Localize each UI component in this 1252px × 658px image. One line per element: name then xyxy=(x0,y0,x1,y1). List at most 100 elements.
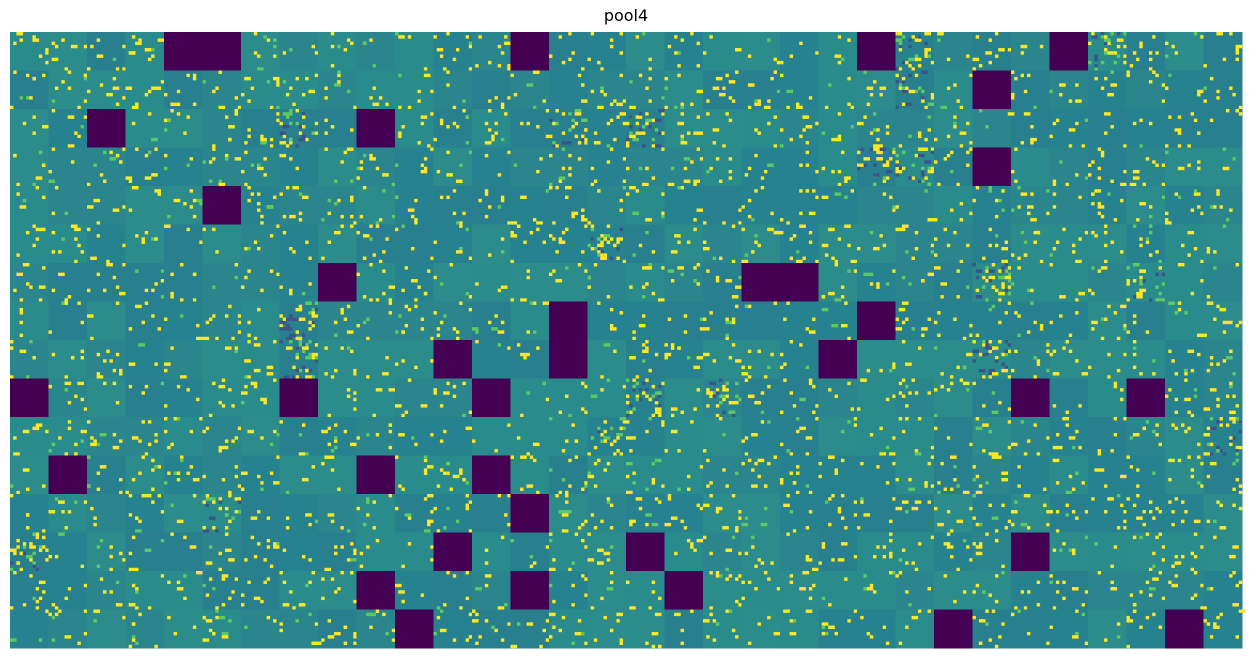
channel-tile xyxy=(664,378,704,418)
activation-pixel xyxy=(728,400,736,405)
activation-pixel xyxy=(301,423,306,427)
activation-pixel xyxy=(398,105,402,110)
activation-pixel xyxy=(115,603,120,607)
channel-background xyxy=(395,455,434,495)
activation-pixel xyxy=(731,535,736,540)
channel-background xyxy=(857,609,896,649)
activation-pixel xyxy=(549,583,553,588)
channel-background xyxy=(1088,532,1127,572)
channel-background xyxy=(202,263,242,302)
activation-pixel xyxy=(654,128,659,132)
activation-pixel xyxy=(664,105,668,110)
activation-pixel xyxy=(1097,202,1102,206)
channel-background xyxy=(818,455,858,495)
activation-pixel xyxy=(763,484,768,488)
channel-tile xyxy=(279,340,319,379)
activation-pixel xyxy=(48,330,52,334)
channel-tile xyxy=(356,147,396,187)
activation-pixel xyxy=(257,163,261,167)
activation-pixel xyxy=(260,221,264,225)
activation-pixel xyxy=(1001,266,1005,270)
activation-pixel xyxy=(975,186,980,190)
activation-pixel xyxy=(260,134,264,139)
channel-tile xyxy=(626,494,665,533)
activation-pixel xyxy=(722,397,726,402)
activation-pixel xyxy=(1007,375,1012,379)
activation-pixel xyxy=(651,644,656,649)
channel-background xyxy=(664,455,704,495)
activation-pixel xyxy=(1235,445,1243,450)
activation-pixel xyxy=(462,477,466,482)
activation-pixel xyxy=(523,240,527,244)
channel-tile xyxy=(48,571,88,610)
activation-pixel xyxy=(956,269,960,273)
activation-pixel xyxy=(863,70,867,74)
activation-pixel xyxy=(584,641,588,645)
activation-pixel xyxy=(1142,279,1146,283)
activation-pixel xyxy=(1113,417,1118,421)
activation-pixel xyxy=(1113,311,1118,315)
activation-pixel xyxy=(558,240,566,244)
activation-pixel xyxy=(972,465,976,469)
channel-background xyxy=(10,109,49,148)
activation-pixel xyxy=(362,186,367,190)
activation-pixel xyxy=(645,166,649,171)
activation-pixel xyxy=(1148,121,1153,126)
activation-pixel xyxy=(151,237,155,241)
activation-pixel xyxy=(170,295,174,299)
activation-pixel xyxy=(1094,57,1098,62)
activation-pixel xyxy=(135,147,139,151)
activation-pixel xyxy=(1190,413,1195,418)
activation-pixel xyxy=(674,234,681,238)
activation-pixel xyxy=(77,381,84,386)
activation-pixel xyxy=(109,554,113,559)
channel-tile xyxy=(395,455,434,495)
activation-pixel xyxy=(372,500,376,504)
activation-pixel xyxy=(860,461,864,466)
activation-pixel xyxy=(792,234,797,238)
activation-pixel xyxy=(1075,516,1079,520)
activation-pixel xyxy=(921,333,925,337)
activation-pixel xyxy=(298,211,303,216)
channel-background xyxy=(895,532,935,572)
activation-pixel xyxy=(1071,510,1076,514)
activation-pixel xyxy=(74,500,78,504)
activation-pixel xyxy=(295,375,299,379)
activation-pixel xyxy=(1209,426,1217,431)
activation-pixel xyxy=(959,259,964,264)
activation-pixel xyxy=(690,545,694,549)
channel-background xyxy=(48,609,88,649)
activation-pixel xyxy=(934,237,938,241)
activation-pixel xyxy=(1104,317,1108,321)
channel-background xyxy=(356,186,396,225)
activation-pixel xyxy=(549,612,556,617)
activation-pixel xyxy=(1107,497,1114,501)
activation-pixel xyxy=(693,182,697,187)
activation-pixel xyxy=(921,89,925,94)
activation-pixel xyxy=(1017,314,1021,318)
activation-pixel xyxy=(1177,115,1182,119)
activation-pixel xyxy=(1046,522,1050,527)
activation-pixel xyxy=(1120,182,1127,187)
activation-pixel xyxy=(154,362,158,366)
channel-tile xyxy=(1088,224,1127,264)
activation-pixel xyxy=(1168,580,1172,585)
channel-tile xyxy=(703,417,742,456)
channel-background xyxy=(626,70,665,110)
activation-pixel xyxy=(423,455,428,459)
activation-pixel xyxy=(61,237,65,241)
activation-pixel xyxy=(208,577,213,581)
channel-background xyxy=(279,494,319,533)
activation-pixel xyxy=(568,112,572,116)
channel-tile xyxy=(626,455,665,495)
channel-tile xyxy=(895,455,938,495)
channel-tile xyxy=(587,340,627,379)
activation-pixel xyxy=(1091,266,1095,270)
channel-tile xyxy=(433,340,473,379)
activation-pixel xyxy=(289,141,293,145)
channel-tile xyxy=(510,378,550,418)
activation-pixel xyxy=(812,567,819,572)
activation-pixel xyxy=(157,38,165,42)
activation-pixel xyxy=(160,538,165,543)
activation-pixel xyxy=(173,417,178,421)
